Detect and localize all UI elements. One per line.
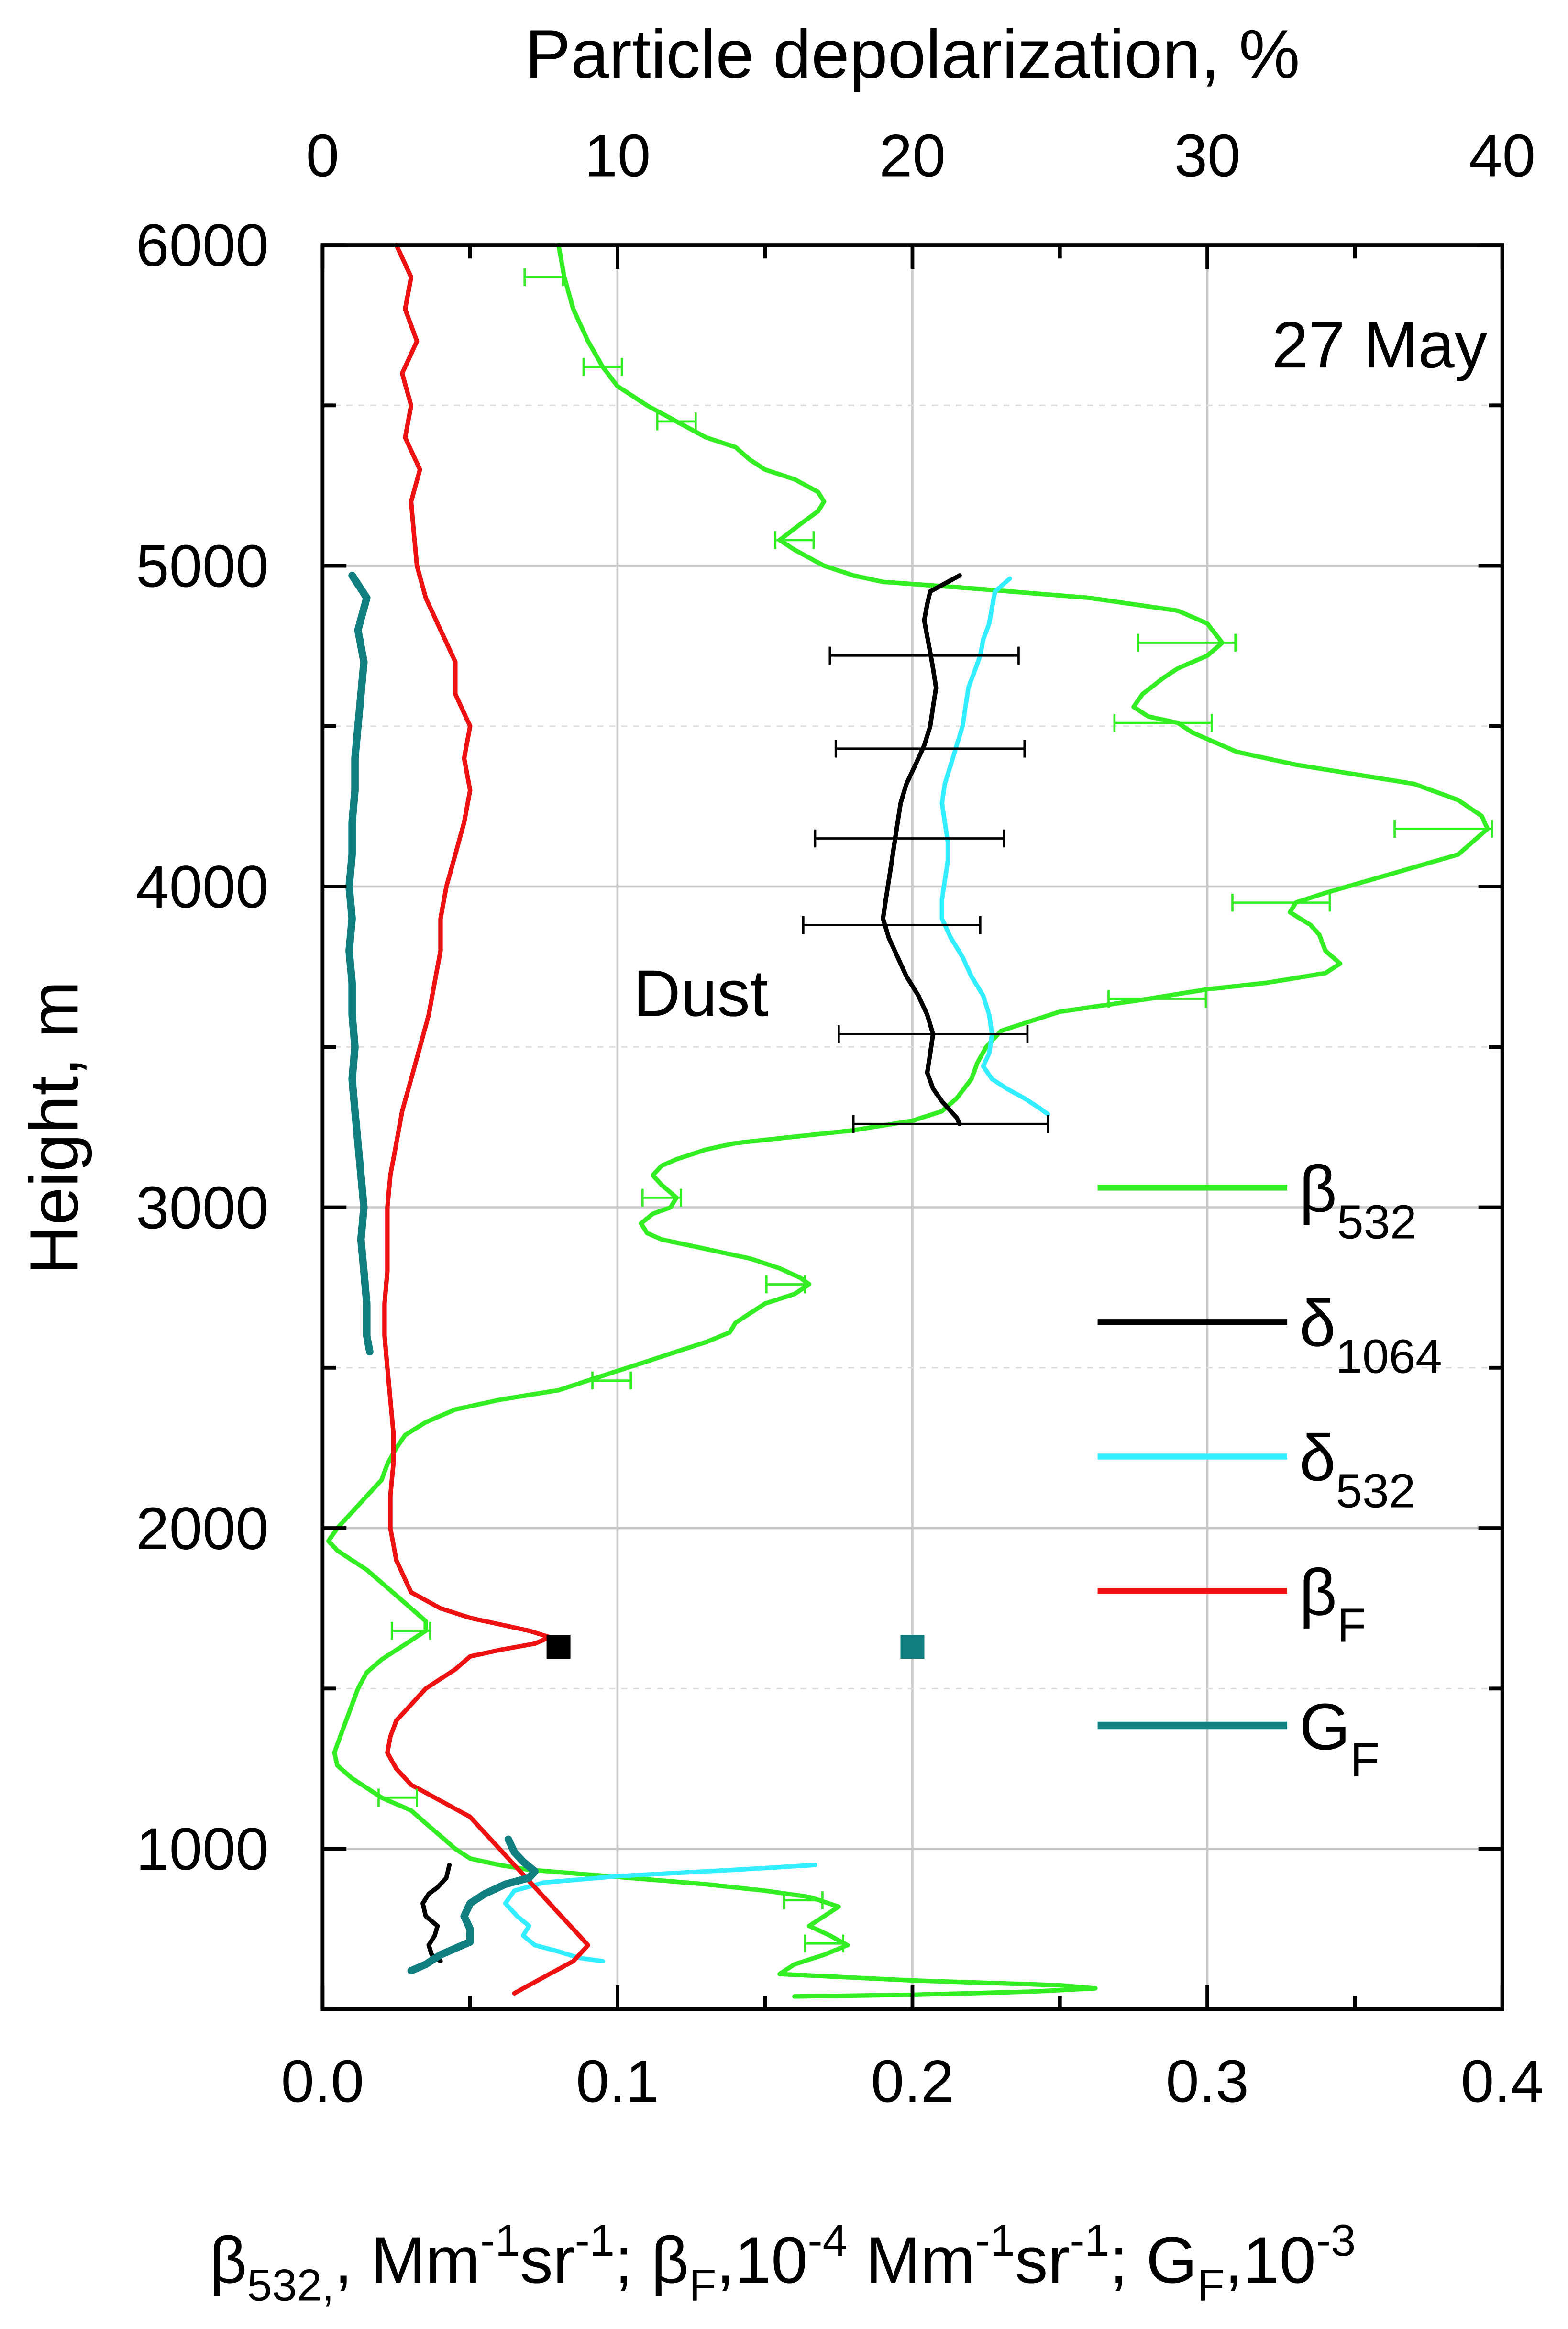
bottom-axis-title-part: ,10 xyxy=(716,2224,807,2297)
legend-label: δ1064 xyxy=(1299,1287,1442,1383)
error-bar-delta1064 xyxy=(834,740,1026,758)
square-marker xyxy=(546,1635,571,1659)
error-bar-delta1064 xyxy=(837,1025,1029,1043)
legend-entry: GF xyxy=(1097,1690,1380,1787)
bottom-axis-title-part: sr xyxy=(1015,2224,1070,2297)
legend-subscript: F xyxy=(1337,1599,1366,1652)
point-markers xyxy=(546,1635,925,1659)
error-bar-beta532 xyxy=(1231,893,1331,912)
bottom-axis-title-part: -1 xyxy=(575,2215,615,2265)
bottom-axis-title: β532,, Mm-1sr-1; βF,10-4 Mm-1sr-1; GF,10… xyxy=(210,2215,1356,2310)
bottom-axis-title-part: -1 xyxy=(480,2215,520,2265)
grid-lines xyxy=(322,245,1502,2009)
error-bar-beta532 xyxy=(377,1788,418,1807)
y-tick-label: 1000 xyxy=(136,1816,269,1883)
bottom-axis-title-part: -4 xyxy=(807,2215,847,2265)
error-bar-beta532 xyxy=(582,358,623,376)
error-bar-beta532 xyxy=(390,1621,431,1640)
legend-subscript: F xyxy=(1350,1734,1380,1787)
legend-subscript: 1064 xyxy=(1336,1331,1442,1384)
bottom-axis-title-part: β xyxy=(210,2224,247,2297)
bottom-axis-title-part: Mm xyxy=(848,2224,975,2297)
error-bar-delta1064 xyxy=(852,1115,1049,1133)
series-line-betaF xyxy=(382,243,591,1996)
top-tick-label: 0 xyxy=(306,122,339,189)
error-bar-beta532 xyxy=(774,531,815,549)
legend-entry: δ532 xyxy=(1097,1421,1415,1518)
legend-symbol: δ xyxy=(1299,1421,1336,1495)
bottom-tick-label: 0.2 xyxy=(871,2048,954,2115)
series-line-delta1064_upper xyxy=(881,573,962,1127)
error-bar-beta532 xyxy=(591,1371,632,1390)
bottom-axis-title-part: -1 xyxy=(1070,2215,1109,2265)
legend-entry: δ1064 xyxy=(1097,1287,1442,1384)
legend-label: δ532 xyxy=(1299,1421,1415,1518)
bottom-axis-title-part: -1 xyxy=(975,2215,1015,2265)
error-bar-beta532 xyxy=(1393,820,1493,838)
bottom-tick-label: 0.0 xyxy=(281,2048,364,2115)
legend-symbol: δ xyxy=(1299,1287,1336,1360)
dust-layer-annotation: Dust xyxy=(633,957,768,1030)
bottom-axis-title-part: sr xyxy=(520,2224,574,2297)
top-tick-label: 40 xyxy=(1469,122,1535,189)
error-bars xyxy=(377,268,1493,1953)
bottom-axis-title-part: , Mm xyxy=(334,2224,480,2297)
y-tick-label: 5000 xyxy=(136,533,269,599)
error-bar-beta532 xyxy=(804,1934,844,1953)
error-bar-delta1064 xyxy=(828,646,1020,665)
error-bar-beta532 xyxy=(765,1275,806,1294)
legend-entry: β532 xyxy=(1097,1153,1417,1249)
y-tick-label: 3000 xyxy=(136,1175,269,1241)
bottom-axis-title-part: ; G xyxy=(1110,2224,1197,2297)
error-bar-delta1064 xyxy=(814,829,1005,848)
top-tick-label: 20 xyxy=(879,122,946,189)
series-line-delta532_upper xyxy=(939,576,1050,1117)
date-annotation: 27 May xyxy=(1272,309,1488,382)
error-bar-beta532 xyxy=(1107,990,1207,1008)
y-axis-title: Height, m xyxy=(16,981,92,1275)
bottom-tick-label: 0.4 xyxy=(1461,2048,1544,2115)
square-marker xyxy=(900,1635,925,1659)
top-tick-label: 10 xyxy=(584,122,651,189)
legend-entry: βF xyxy=(1097,1556,1366,1652)
axis-tick-labels: 0.0 0.1 0.2 0.3 0.4 0 10 20 30 40 1000 2000 3000 4000… xyxy=(136,122,1544,2115)
legend-label: GF xyxy=(1299,1690,1380,1786)
legend-subscript: 532 xyxy=(1336,1465,1416,1518)
error-bar-beta532 xyxy=(656,412,697,431)
error-bar-beta532 xyxy=(1113,714,1213,732)
error-bar-delta1064 xyxy=(802,916,982,934)
y-tick-label: 6000 xyxy=(136,212,269,279)
error-bar-beta532 xyxy=(641,1188,682,1207)
legend-subscript: 532 xyxy=(1337,1196,1417,1249)
y-tick-label: 4000 xyxy=(136,854,269,921)
series-line-delta1064_lower xyxy=(420,1863,452,1963)
bottom-axis-title-part: F xyxy=(689,2260,716,2310)
series-line-delta532_lower xyxy=(503,1863,817,1963)
error-bar-beta532 xyxy=(1137,633,1237,652)
bottom-tick-label: 0.1 xyxy=(576,2048,659,2115)
y-tick-label: 2000 xyxy=(136,1496,269,1562)
legend-label: β532 xyxy=(1299,1153,1417,1249)
legend-label: βF xyxy=(1299,1556,1366,1652)
top-axis-title: Particle depolarization, % xyxy=(525,16,1300,92)
bottom-axis-title-part: 532, xyxy=(247,2260,334,2310)
axis-ticks xyxy=(320,243,1504,2011)
bottom-axis-title-part: ,10 xyxy=(1225,2224,1316,2297)
error-bar-beta532 xyxy=(523,268,564,286)
bottom-axis-title-part: -3 xyxy=(1316,2215,1356,2265)
error-bar-beta532 xyxy=(783,1891,824,1909)
series-line-GF_lower xyxy=(407,1835,539,1975)
legend-symbol: β xyxy=(1299,1556,1337,1629)
top-tick-label: 30 xyxy=(1174,122,1241,189)
bottom-tick-label: 0.3 xyxy=(1166,2048,1249,2115)
bottom-axis-title-part: F xyxy=(1197,2260,1225,2310)
legend-symbol: G xyxy=(1299,1690,1350,1763)
series-line-GF_upper xyxy=(345,571,374,1356)
legend-symbol: β xyxy=(1299,1153,1337,1226)
bottom-axis-title-part: ; β xyxy=(615,2224,689,2297)
